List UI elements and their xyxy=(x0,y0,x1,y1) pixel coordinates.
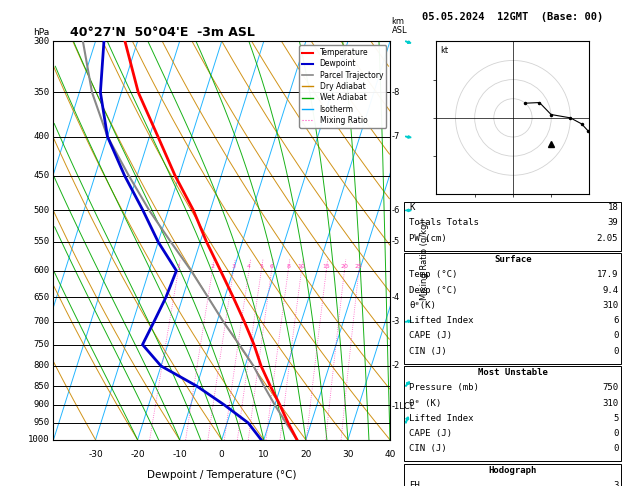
Text: 1: 1 xyxy=(176,264,181,269)
Text: 18: 18 xyxy=(608,203,618,212)
Text: 450: 450 xyxy=(33,171,50,180)
Text: 550: 550 xyxy=(33,238,50,246)
Text: K: K xyxy=(409,203,415,212)
Text: Mixing Ratio (g/kg): Mixing Ratio (g/kg) xyxy=(420,221,429,300)
Text: 300: 300 xyxy=(33,37,50,46)
Text: km
ASL: km ASL xyxy=(392,17,408,35)
Text: Dewp (°C): Dewp (°C) xyxy=(409,286,458,295)
Text: 700: 700 xyxy=(33,317,50,326)
Text: CIN (J): CIN (J) xyxy=(409,445,447,453)
Text: 8: 8 xyxy=(286,264,290,269)
Text: -30: -30 xyxy=(88,450,103,459)
Text: 5: 5 xyxy=(613,414,618,423)
Text: 0: 0 xyxy=(613,445,618,453)
Text: -2: -2 xyxy=(392,362,400,370)
Text: 17.9: 17.9 xyxy=(597,270,618,279)
Text: Most Unstable: Most Unstable xyxy=(478,368,548,377)
Text: 950: 950 xyxy=(33,418,50,427)
Text: 600: 600 xyxy=(33,266,50,275)
Text: 0: 0 xyxy=(613,347,618,356)
Text: 6: 6 xyxy=(613,316,618,325)
Text: -7: -7 xyxy=(392,132,400,141)
Text: 39: 39 xyxy=(608,219,618,227)
Text: 2.05: 2.05 xyxy=(597,234,618,243)
Text: PW (cm): PW (cm) xyxy=(409,234,447,243)
Text: 310: 310 xyxy=(602,399,618,408)
Text: 9.4: 9.4 xyxy=(602,286,618,295)
Text: θᵉ(K): θᵉ(K) xyxy=(409,301,437,310)
Text: -6: -6 xyxy=(392,206,400,215)
Text: 10: 10 xyxy=(258,450,270,459)
Text: 0: 0 xyxy=(613,429,618,438)
Text: Lifted Index: Lifted Index xyxy=(409,414,474,423)
Text: Hodograph: Hodograph xyxy=(489,466,537,475)
Text: -5: -5 xyxy=(392,238,400,246)
Text: Pressure (mb): Pressure (mb) xyxy=(409,383,479,392)
Text: -20: -20 xyxy=(130,450,145,459)
Text: EH: EH xyxy=(409,481,420,486)
Text: -4: -4 xyxy=(392,293,400,302)
Text: 3: 3 xyxy=(231,264,235,269)
Text: θᵉ (K): θᵉ (K) xyxy=(409,399,442,408)
Text: 500: 500 xyxy=(33,206,50,215)
Text: 6: 6 xyxy=(270,264,274,269)
Text: 350: 350 xyxy=(33,88,50,97)
Text: 650: 650 xyxy=(33,293,50,302)
Legend: Temperature, Dewpoint, Parcel Trajectory, Dry Adiabat, Wet Adiabat, Isotherm, Mi: Temperature, Dewpoint, Parcel Trajectory… xyxy=(299,45,386,128)
Text: 40: 40 xyxy=(384,450,396,459)
Text: 1000: 1000 xyxy=(28,435,50,444)
Text: 4: 4 xyxy=(247,264,251,269)
Text: 25: 25 xyxy=(355,264,363,269)
Text: Lifted Index: Lifted Index xyxy=(409,316,474,325)
Text: 30: 30 xyxy=(342,450,353,459)
Text: 2: 2 xyxy=(210,264,214,269)
Text: CAPE (J): CAPE (J) xyxy=(409,331,452,341)
Text: 3: 3 xyxy=(613,481,618,486)
Text: 850: 850 xyxy=(33,382,50,391)
Text: 10: 10 xyxy=(298,264,305,269)
Text: 40°27'N  50°04'E  -3m ASL: 40°27'N 50°04'E -3m ASL xyxy=(70,26,255,39)
Text: -10: -10 xyxy=(172,450,187,459)
Text: 750: 750 xyxy=(33,340,50,349)
Text: -3: -3 xyxy=(392,317,400,326)
Text: 15: 15 xyxy=(323,264,330,269)
Text: 310: 310 xyxy=(602,301,618,310)
Text: 20: 20 xyxy=(300,450,311,459)
Text: 800: 800 xyxy=(33,362,50,370)
Text: 900: 900 xyxy=(33,400,50,410)
Text: Surface: Surface xyxy=(494,255,532,264)
Text: CAPE (J): CAPE (J) xyxy=(409,429,452,438)
Text: -1LCL: -1LCL xyxy=(392,402,415,411)
Text: 05.05.2024  12GMT  (Base: 00): 05.05.2024 12GMT (Base: 00) xyxy=(422,12,604,22)
Text: Temp (°C): Temp (°C) xyxy=(409,270,458,279)
Text: -8: -8 xyxy=(392,88,400,97)
Text: Dewpoint / Temperature (°C): Dewpoint / Temperature (°C) xyxy=(147,469,296,480)
Text: 5: 5 xyxy=(259,264,263,269)
Text: Totals Totals: Totals Totals xyxy=(409,219,479,227)
Text: CIN (J): CIN (J) xyxy=(409,347,447,356)
Text: 0: 0 xyxy=(613,331,618,341)
Text: kt: kt xyxy=(440,46,448,55)
Text: hPa: hPa xyxy=(33,28,50,37)
Text: 20: 20 xyxy=(340,264,348,269)
Text: 0: 0 xyxy=(219,450,225,459)
Text: 400: 400 xyxy=(33,132,50,141)
Text: 750: 750 xyxy=(602,383,618,392)
